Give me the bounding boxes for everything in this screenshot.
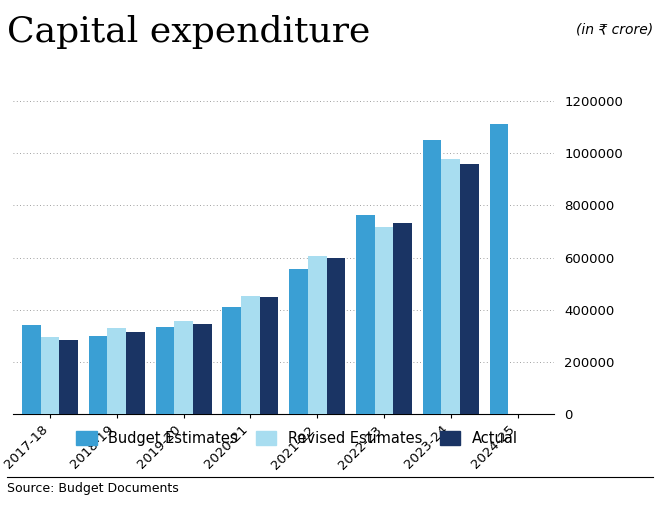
Bar xyxy=(88,336,108,414)
Bar xyxy=(22,325,41,414)
Bar xyxy=(260,297,279,414)
Bar xyxy=(241,296,260,414)
Text: Source: Budget Documents: Source: Budget Documents xyxy=(7,482,178,495)
Bar xyxy=(156,327,174,414)
Bar xyxy=(108,328,126,414)
Bar xyxy=(393,223,412,414)
Bar xyxy=(308,256,327,414)
Bar xyxy=(193,324,212,414)
Bar xyxy=(41,337,59,414)
Bar xyxy=(59,340,78,414)
Bar xyxy=(289,269,308,414)
Bar xyxy=(222,307,241,414)
Bar xyxy=(126,332,145,414)
Text: (in ₹ crore): (in ₹ crore) xyxy=(576,23,653,37)
Bar xyxy=(327,258,345,414)
Bar xyxy=(423,140,442,414)
Bar xyxy=(490,124,508,414)
Bar xyxy=(356,215,375,414)
Legend: Budget Estimates, Revised Estimates, Actual: Budget Estimates, Revised Estimates, Act… xyxy=(71,426,523,452)
Bar xyxy=(375,227,393,414)
Bar xyxy=(460,164,479,414)
Text: Capital expenditure: Capital expenditure xyxy=(7,15,370,49)
Bar xyxy=(442,160,460,414)
Bar xyxy=(174,322,193,414)
